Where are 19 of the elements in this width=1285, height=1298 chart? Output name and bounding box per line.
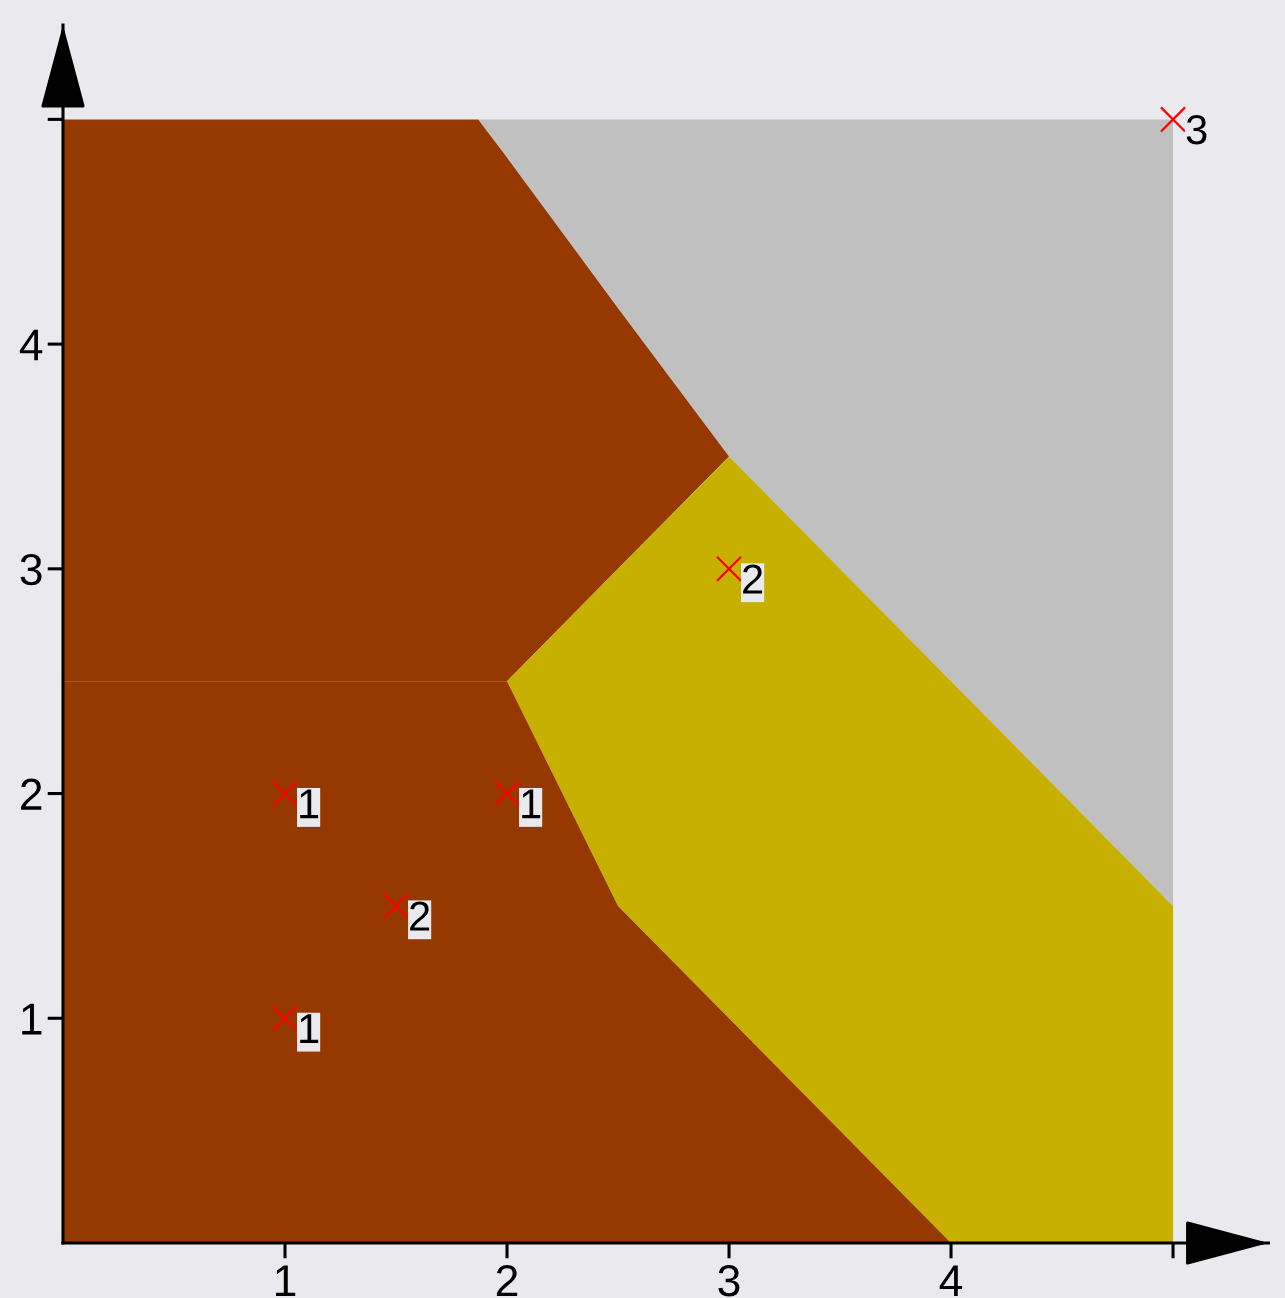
y-tick-label: 2 <box>21 778 42 810</box>
annotation: 1 <box>300 789 319 819</box>
y-tick-label: 4 <box>19 329 43 361</box>
y-tick-label: 1 <box>22 1003 42 1035</box>
x-tick-label: 3 <box>718 1265 740 1297</box>
annotation: 2 <box>410 901 430 931</box>
point <box>382 892 410 920</box>
annotation: 2 <box>743 564 763 594</box>
point <box>271 780 299 807</box>
point <box>493 780 521 807</box>
annotation: 3 <box>1186 114 1207 145</box>
x-tick-label: 2 <box>496 1265 518 1297</box>
y-tick-label: 3 <box>20 553 42 586</box>
annotation: 1 <box>522 789 541 819</box>
annotation: 1 <box>300 1014 319 1043</box>
x-tick-label: 4 <box>939 1265 963 1297</box>
point <box>271 1005 299 1032</box>
x-tick-label: 1 <box>276 1265 296 1297</box>
point <box>715 555 743 582</box>
